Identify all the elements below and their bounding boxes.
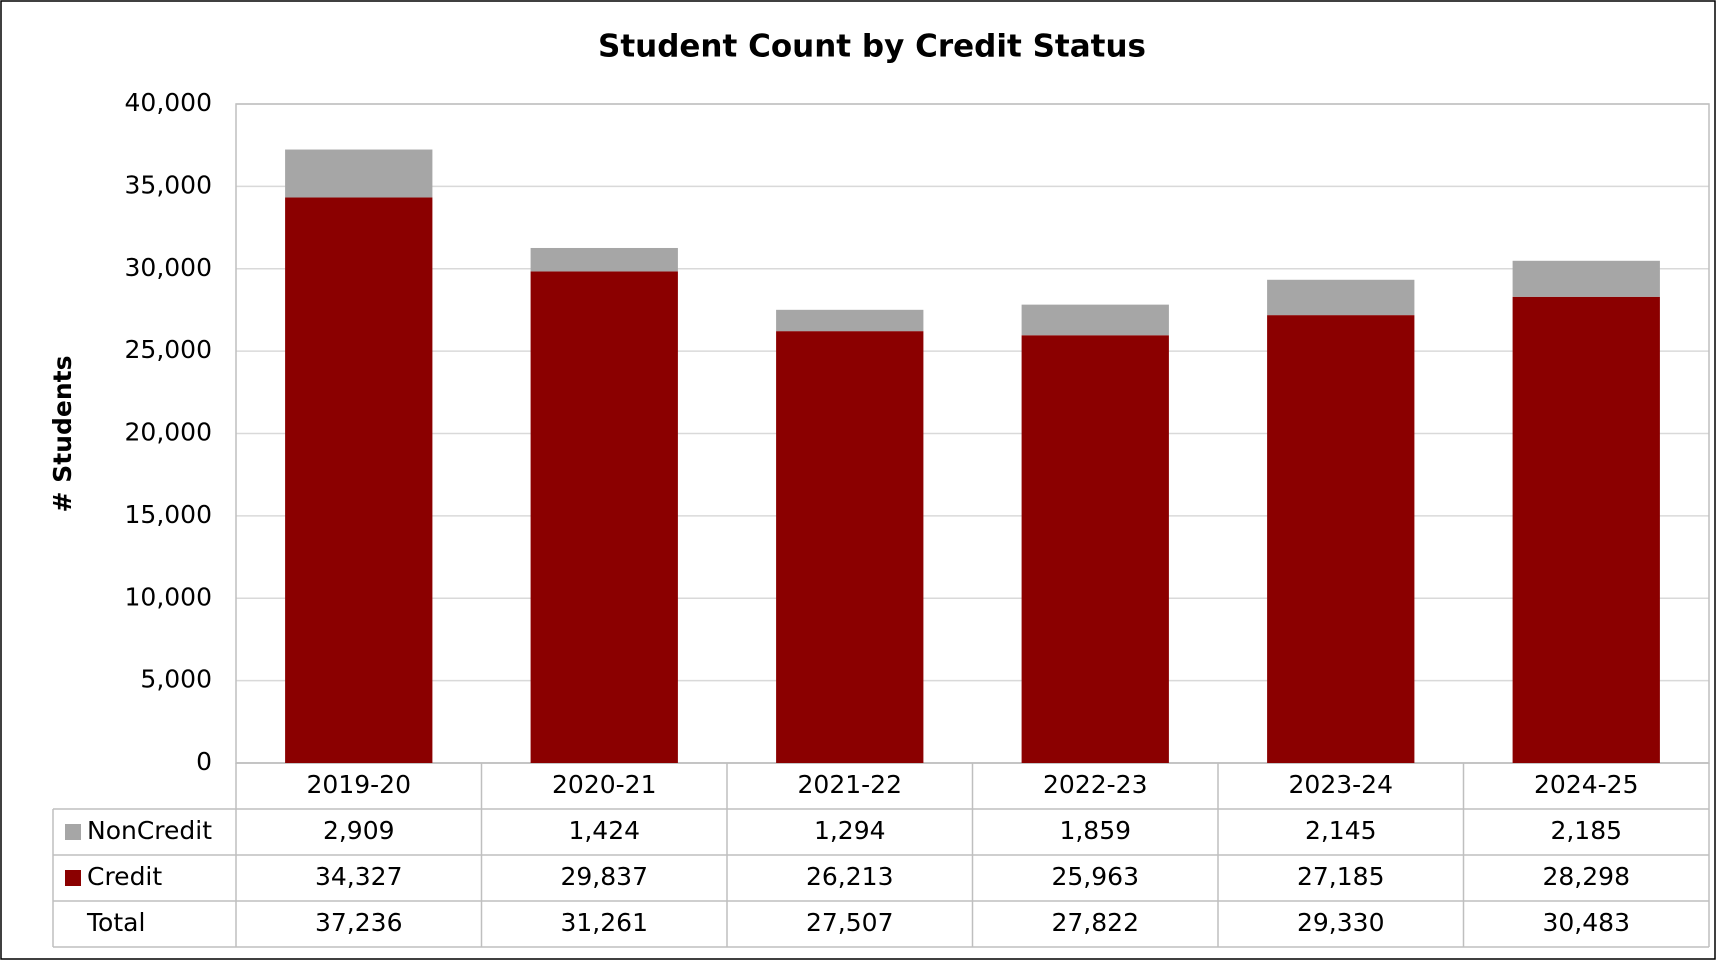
legend-swatch — [65, 824, 81, 840]
table-total: 31,261 — [561, 908, 648, 937]
table-value: 2,909 — [323, 816, 395, 845]
table-value: 27,185 — [1297, 862, 1384, 891]
table-value: 29,837 — [561, 862, 648, 891]
bar-segment — [530, 247, 678, 272]
bar-segment — [1267, 315, 1415, 763]
table-value: 26,213 — [806, 862, 893, 891]
bar-segment — [1021, 304, 1169, 336]
y-tick-label: 20,000 — [125, 418, 212, 447]
y-tick-label: 10,000 — [125, 582, 212, 611]
legend-label: Credit — [87, 862, 162, 891]
y-tick-label: 30,000 — [125, 253, 212, 282]
table-total: 30,483 — [1543, 908, 1630, 937]
bar-segment — [285, 149, 433, 198]
legend-swatch — [65, 870, 81, 886]
x-tick-label: 2019-20 — [307, 770, 411, 799]
x-tick-label: 2020-21 — [552, 770, 656, 799]
table-value: 25,963 — [1052, 862, 1139, 891]
table-value: 34,327 — [315, 862, 402, 891]
x-tick-label: 2023-24 — [1289, 770, 1393, 799]
bar-segment — [776, 331, 924, 763]
total-label: Total — [86, 908, 145, 937]
y-tick-label: 25,000 — [125, 335, 212, 364]
table-value: 1,424 — [568, 816, 640, 845]
y-tick-label: 35,000 — [125, 170, 212, 199]
x-tick-label: 2021-22 — [798, 770, 902, 799]
y-tick-label: 0 — [196, 747, 212, 776]
chart-title: Student Count by Credit Status — [598, 29, 1146, 65]
bar-segment — [1512, 296, 1660, 763]
bar-segment — [776, 309, 924, 332]
x-tick-label: 2024-25 — [1534, 770, 1638, 799]
table-total: 27,507 — [806, 908, 893, 937]
y-axis-label: # Students — [48, 356, 77, 513]
y-tick-label: 5,000 — [140, 665, 212, 694]
x-tick-label: 2022-23 — [1043, 770, 1147, 799]
bar-segment — [1512, 260, 1660, 297]
table-total: 37,236 — [315, 908, 402, 937]
table-total: 27,822 — [1052, 908, 1139, 937]
y-tick-label: 15,000 — [125, 500, 212, 529]
legend-label: NonCredit — [87, 816, 212, 845]
bar-segment — [285, 197, 433, 764]
table-total: 29,330 — [1297, 908, 1384, 937]
table-value: 2,185 — [1550, 816, 1622, 845]
table-value: 1,294 — [814, 816, 886, 845]
table-value: 2,145 — [1305, 816, 1377, 845]
table-value: 28,298 — [1543, 862, 1630, 891]
bar-segment — [1267, 279, 1415, 316]
bar-segment — [530, 271, 678, 763]
bar-segment — [1021, 335, 1169, 763]
table-value: 1,859 — [1059, 816, 1131, 845]
y-tick-label: 40,000 — [125, 88, 212, 117]
